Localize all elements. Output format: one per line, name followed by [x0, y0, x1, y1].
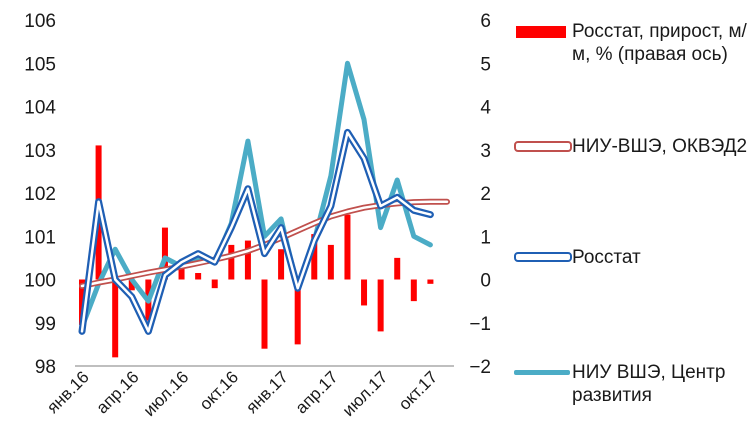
left-tick-label: 103 [24, 141, 56, 162]
right-tick-label: 1 [480, 227, 491, 248]
bar [361, 279, 368, 306]
left-tick-label: 98 [35, 357, 56, 378]
left-tick-label: 105 [24, 54, 56, 75]
right-tick-label: 5 [480, 54, 491, 75]
bar [327, 244, 334, 280]
legend-item-hse-center: НИУ ВШЭ, Центр развития [510, 361, 748, 407]
left-tick-label: 106 [24, 11, 56, 32]
bar [278, 249, 285, 280]
x-tick-label: окт.17 [395, 367, 441, 413]
bar [228, 244, 235, 280]
x-tick-label: апр.16 [93, 367, 143, 417]
right-tick-label: −1 [469, 314, 491, 335]
bar [112, 279, 119, 358]
legend-swatch-bar [510, 20, 572, 44]
right-axis-ticks: −2 −1 0 1 2 3 4 5 6 [469, 11, 491, 378]
bar [128, 279, 135, 291]
bar [394, 257, 401, 280]
series-line-inner [80, 131, 432, 333]
legend-item-rosstat-growth: Росстат, прирост, м/м, % (правая ось) [510, 20, 748, 66]
right-tick-label: 2 [480, 184, 491, 205]
right-tick-label: 0 [480, 271, 491, 292]
lines-group [78, 60, 450, 335]
legend-item-rosstat: Росстат [510, 246, 748, 270]
left-tick-label: 100 [24, 271, 56, 292]
legend-swatch-teal [510, 361, 572, 385]
bar [79, 279, 85, 325]
left-axis-ticks: 98 99 100 101 102 103 104 105 106 [24, 11, 56, 378]
legend: Росстат, прирост, м/м, % (правая ось) НИ… [510, 0, 751, 441]
bar [294, 279, 301, 345]
bar [211, 279, 218, 289]
legend-swatch-double-red [510, 135, 572, 159]
right-tick-label: 6 [480, 11, 491, 32]
bar [377, 279, 384, 332]
bar [410, 279, 417, 302]
left-tick-label: 99 [35, 314, 56, 335]
bar [178, 260, 185, 280]
legend-swatch-double-blue [510, 246, 572, 270]
x-tick-label: апр.17 [292, 367, 342, 417]
bar [195, 273, 202, 280]
left-tick-label: 102 [24, 184, 56, 205]
x-tick-label: июл.17 [339, 367, 392, 420]
x-tick-label: янв.17 [242, 367, 292, 417]
legend-label: Росстат, прирост, м/м, % (правая ось) [572, 21, 747, 65]
bar [244, 240, 251, 280]
left-tick-label: 104 [24, 98, 56, 119]
legend-label: НИУ ВШЭ, Центр развития [572, 362, 726, 406]
left-tick-label: 101 [24, 227, 56, 248]
legend-label: Росстат [572, 247, 641, 268]
bar [311, 234, 318, 280]
legend-label: НИУ-ВШЭ, ОКВЭД2 [572, 136, 748, 157]
legend-item-hse-okved2: НИУ-ВШЭ, ОКВЭД2 [510, 135, 748, 159]
bar [261, 279, 268, 349]
right-tick-label: 4 [480, 98, 491, 119]
x-tick-label: окт.16 [196, 367, 242, 413]
bar [344, 214, 351, 280]
bar [427, 279, 434, 284]
x-tick-label: июл.16 [140, 367, 193, 420]
bar [161, 227, 168, 280]
right-tick-label: 3 [480, 141, 491, 162]
right-tick-label: −2 [469, 357, 491, 378]
